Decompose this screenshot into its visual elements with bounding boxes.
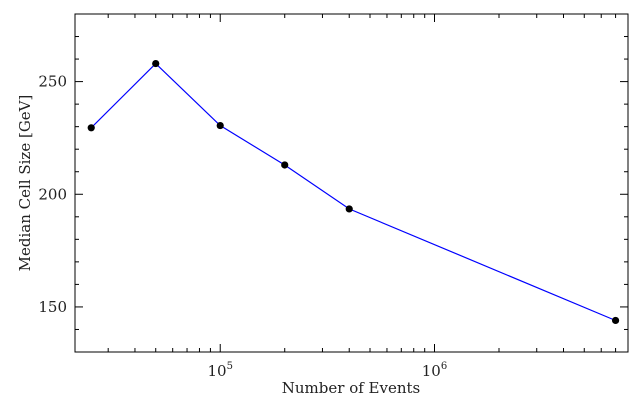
- series-line: [90, 62, 616, 322]
- x-tick-label: 106: [422, 361, 447, 380]
- y-axis-title: Median Cell Size [GeV]: [16, 95, 34, 272]
- x-tick-label: 105: [207, 361, 232, 380]
- y-tick-label: 200: [38, 185, 67, 203]
- data-point: [611, 316, 620, 325]
- data-point: [281, 161, 289, 169]
- data-point: [87, 124, 95, 132]
- y-tick-label: 150: [38, 298, 67, 316]
- data-point: [345, 205, 353, 213]
- tick-marks: [75, 13, 629, 353]
- plot-frame: [74, 13, 629, 353]
- x-axis-title: Number of Events: [282, 379, 420, 397]
- tick-labels: 105 106 150 200 250: [38, 73, 447, 380]
- data-point: [152, 59, 160, 68]
- data-point: [216, 121, 224, 130]
- series-layer: [87, 59, 620, 325]
- y-tick-label: 250: [38, 73, 67, 91]
